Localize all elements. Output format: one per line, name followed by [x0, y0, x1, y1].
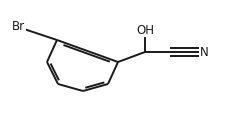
Text: Br: Br	[11, 21, 25, 34]
Text: N: N	[200, 45, 209, 58]
Text: OH: OH	[136, 24, 154, 36]
